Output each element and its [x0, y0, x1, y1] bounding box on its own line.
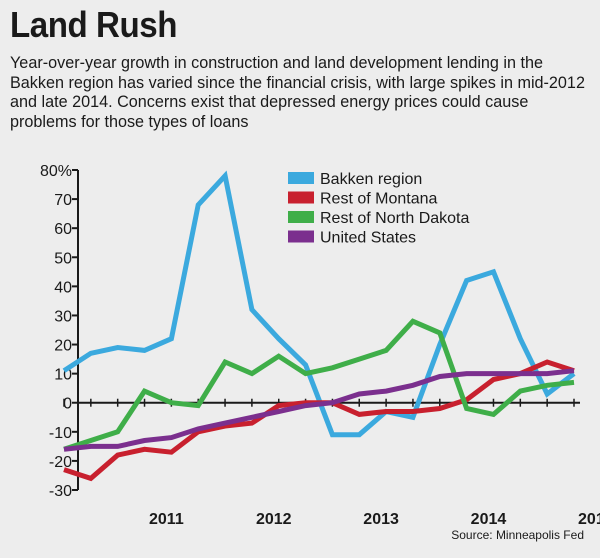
x-tick-label: 2015	[578, 511, 600, 528]
legend-swatch	[288, 191, 314, 204]
y-tick-label: 20	[54, 338, 72, 355]
legend-swatch	[288, 230, 314, 243]
chart-subtitle: Year-over-year growth in construction an…	[10, 54, 585, 131]
legend-label: Bakken region	[320, 171, 422, 188]
series-line-rest-of-north-dakota	[63, 318, 575, 452]
legend-label: Rest of North Dakota	[320, 210, 470, 227]
x-tick-label: 2012	[256, 511, 292, 528]
x-axis: 2011 2012 2013 2014 2015	[63, 398, 600, 528]
legend-label: United States	[320, 230, 416, 247]
y-tick-label: 40	[54, 279, 72, 296]
x-tick-label: 2014	[471, 511, 507, 528]
y-tick-label: 70	[54, 192, 72, 209]
series-line-bakken-region	[62, 170, 576, 438]
legend-label: Rest of Montana	[320, 191, 438, 208]
y-tick-label: -30	[49, 483, 72, 500]
y-tick-label: -20	[49, 454, 72, 471]
x-tick-label: 2013	[363, 511, 399, 528]
y-tick-label: 60	[54, 221, 72, 238]
series-line-united-states	[63, 368, 575, 452]
source-note: Source: Minneapolis Fed	[451, 528, 584, 542]
y-tick-label: -10	[49, 425, 72, 442]
legend-swatch	[288, 172, 314, 184]
y-tick-label: 50	[54, 250, 72, 267]
legend-swatch	[288, 211, 314, 223]
y-tick-label: 80%	[40, 163, 72, 180]
chart-title: Land Rush	[10, 4, 177, 45]
series-line-rest-of-montana	[63, 359, 575, 482]
y-tick-label: 0	[63, 396, 72, 413]
series-lines	[62, 170, 576, 482]
legend: Bakken region Rest of Montana Rest of Nort…	[288, 171, 470, 247]
y-tick-label: 30	[54, 308, 72, 325]
x-tick-label: 2011	[149, 511, 184, 528]
